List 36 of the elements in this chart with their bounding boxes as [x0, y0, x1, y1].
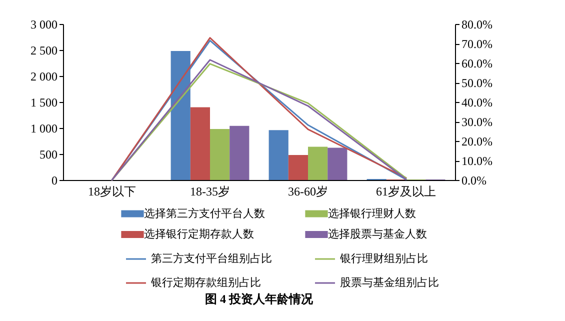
- y2-tick-label: 20.0%: [462, 134, 492, 148]
- y2-tick-label: 70.0%: [462, 37, 492, 51]
- x-tick-label: 18岁以下: [88, 184, 136, 198]
- bar: [268, 130, 288, 180]
- legend-label: 选择银行定期存款人数: [144, 228, 254, 240]
- text: 图 4 投资人年龄情况: [205, 292, 314, 306]
- bar: [230, 126, 250, 180]
- x-tick-label: 18-35岁: [190, 184, 230, 198]
- bar: [308, 146, 328, 180]
- y-tick-label: 500: [40, 148, 58, 162]
- legend-label: 选择第三方支付平台人数: [144, 206, 265, 220]
- y-tick-label: 1 000: [30, 122, 58, 136]
- legend-label: 银行理财组别占比: [339, 252, 428, 265]
- y-tick-label: 0: [52, 174, 58, 188]
- bar: [210, 129, 230, 180]
- legend-label: 银行定期存款组别占比: [150, 276, 261, 289]
- y-tick-label: 3 000: [30, 18, 58, 32]
- y-tick-label: 2 000: [30, 70, 58, 84]
- y2-tick-label: 40.0%: [462, 96, 492, 110]
- legend-label: 选择股票与基金人数: [328, 228, 427, 240]
- bar: [190, 107, 210, 180]
- x-tick-label: 61岁及以上: [376, 184, 436, 198]
- bar: [328, 148, 348, 180]
- y2-tick-label: 80.0%: [462, 18, 492, 32]
- legend-label: 股票与基金组别占比: [340, 276, 439, 289]
- bar: [288, 155, 308, 180]
- x-tick-label: 36-60岁: [288, 184, 328, 198]
- y2-tick-label: 30.0%: [462, 115, 492, 129]
- y2-tick-label: 10.0%: [462, 154, 492, 168]
- y-tick-label: 1 500: [30, 96, 58, 110]
- y2-tick-label: 0.0%: [462, 174, 486, 188]
- y-tick-label: 2 500: [30, 44, 58, 58]
- legend-label: 第三方支付平台组别占比: [151, 252, 272, 265]
- legend-label: 选择银行理财人数: [328, 206, 416, 220]
- y2-tick-label: 50.0%: [462, 76, 492, 90]
- y2-tick-label: 60.0%: [462, 56, 492, 70]
